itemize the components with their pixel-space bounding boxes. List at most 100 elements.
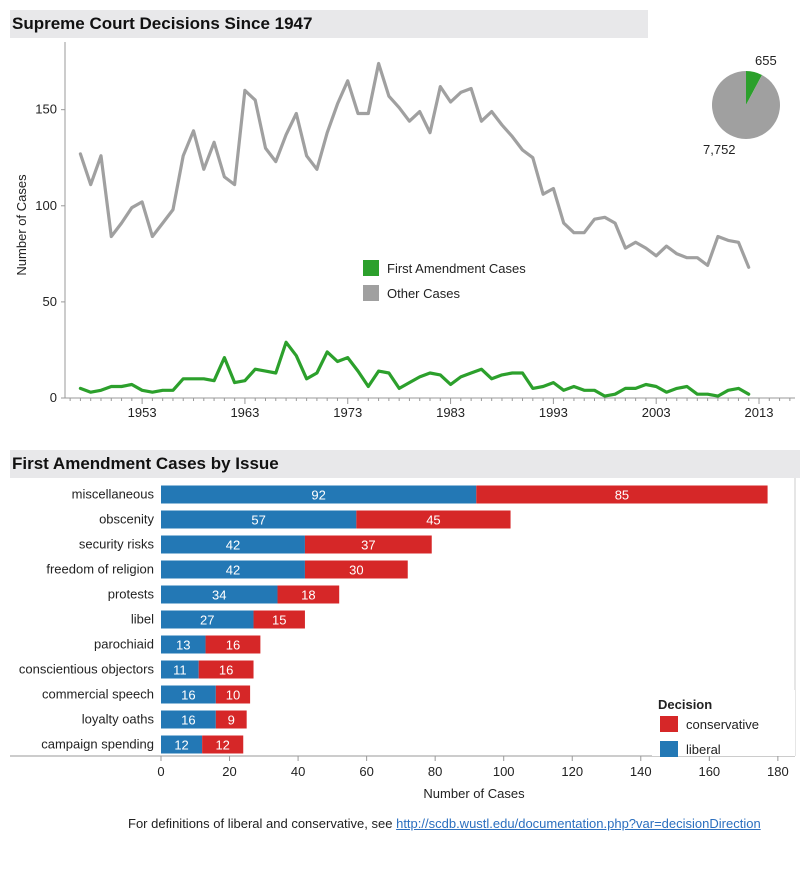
bar-value-liberal: 57 [251,513,265,528]
category-label: protests [108,587,155,602]
category-label: security risks [79,537,155,552]
bar-value-conservative: 18 [301,588,315,603]
legend-title: Decision [658,697,712,712]
bar-value-conservative: 37 [361,538,375,553]
bar-conservative [304,535,432,554]
category-label: campaign spending [41,737,154,752]
definitions-link[interactable]: http://scdb.wustl.edu/documentation.php?… [396,816,761,831]
pie-label-other: 7,752 [703,142,736,157]
bar-value-liberal: 92 [311,488,325,503]
bar-liberal [161,560,305,579]
legend-label: conservative [686,717,759,732]
x-tick-label: 160 [698,764,720,779]
x-axis-title: Number of Cases [423,786,525,801]
pie-label-first-amendment: 655 [755,53,777,68]
x-tick-label: 1963 [230,405,259,420]
category-label: conscientious objectors [19,662,155,677]
bar-conservative [202,735,244,754]
legend-label: Other Cases [387,286,460,301]
legend-label: First Amendment Cases [387,261,526,276]
bar-chart: 0 20 40 60 80 100 120 140 160 180 Number of Cases m… [10,478,796,801]
bar-conservative [198,660,254,679]
bar-value-liberal: 42 [226,538,240,553]
legend-swatch [363,285,379,301]
bar-value-conservative: 85 [615,488,629,503]
bar-conservative [215,710,247,729]
bar-value-conservative: 16 [219,663,233,678]
x-tick-label: 1953 [128,405,157,420]
x-tick-label: 120 [561,764,583,779]
pie-slice-other [712,71,780,139]
y-tick-label: 150 [35,102,57,117]
y-axis-title: Number of Cases [14,174,29,276]
bar-value-liberal: 16 [181,688,195,703]
x-tick-label: 1983 [436,405,465,420]
bar-chart-title: First Amendment Cases by Issue [10,450,800,478]
other-cases-line [78,61,751,269]
y-tick-label: 0 [50,390,57,405]
bar-conservative [205,635,261,654]
bar-value-conservative: 30 [349,563,363,578]
pie-slice-first-amendment [746,71,762,105]
bar-conservative [476,485,768,504]
x-tick-label: 0 [157,764,164,779]
category-label: parochiaid [94,637,154,652]
bar-liberal [161,510,357,529]
bar-value-conservative: 16 [226,638,240,653]
bar-liberal [161,535,305,554]
category-label: miscellaneous [72,487,155,502]
x-tick-label: 100 [493,764,515,779]
category-label: commercial speech [42,687,154,702]
bar-conservative [253,610,305,629]
category-label: libel [131,612,154,627]
first-amendment-line [78,340,751,398]
bar-value-conservative: 15 [272,613,286,628]
x-tick-label: 2013 [745,405,774,420]
bar-conservative [277,585,340,604]
bar-liberal [161,685,216,704]
bar-value-liberal: 13 [176,638,190,653]
bar-value-liberal: 16 [181,713,195,728]
bar-conservative [304,560,408,579]
bar-conservative [215,685,251,704]
x-tick-label: 1973 [333,405,362,420]
bar-value-liberal: 27 [200,613,214,628]
bar-value-conservative: 10 [226,688,240,703]
legend-swatch [363,260,379,276]
bar-liberal [161,710,216,729]
bar-value-conservative: 9 [228,713,235,728]
x-tick-label: 40 [291,764,305,779]
category-label: obscenity [99,512,154,527]
bar-liberal [161,735,203,754]
line-chart-title: Supreme Court Decisions Since 1947 [10,10,648,38]
bar-liberal [161,585,278,604]
bar-liberal [161,610,254,629]
y-tick-label: 100 [35,198,57,213]
x-tick-label: 60 [359,764,373,779]
legend-swatch [660,716,678,732]
footer-note: For definitions of liberal and conservat… [128,816,761,831]
legend-label: liberal [686,742,721,757]
legend-swatch [660,741,678,757]
x-tick-label: 80 [428,764,442,779]
category-label: loyalty oaths [82,712,155,727]
bar-value-conservative: 45 [426,513,440,528]
bar-liberal [161,635,206,654]
line-chart: 0 50 100 150 1953 1963 1973 1983 1993 2003 2013 Num… [14,42,795,420]
footer-text: For definitions of liberal and conservat… [128,816,397,831]
bar-liberal [161,660,199,679]
bar-value-liberal: 11 [173,663,187,678]
bar-value-liberal: 34 [212,588,226,603]
category-label: freedom of religion [46,562,154,577]
x-tick-label: 140 [630,764,652,779]
bar-value-liberal: 12 [174,738,188,753]
y-tick-label: 50 [43,294,57,309]
bar-value-conservative: 12 [215,738,229,753]
x-tick-label: 1993 [539,405,568,420]
bar-liberal [161,485,477,504]
x-tick-label: 180 [767,764,789,779]
x-tick-label: 2003 [642,405,671,420]
x-tick-label: 20 [222,764,236,779]
bar-conservative [356,510,511,529]
bar-value-liberal: 42 [226,563,240,578]
